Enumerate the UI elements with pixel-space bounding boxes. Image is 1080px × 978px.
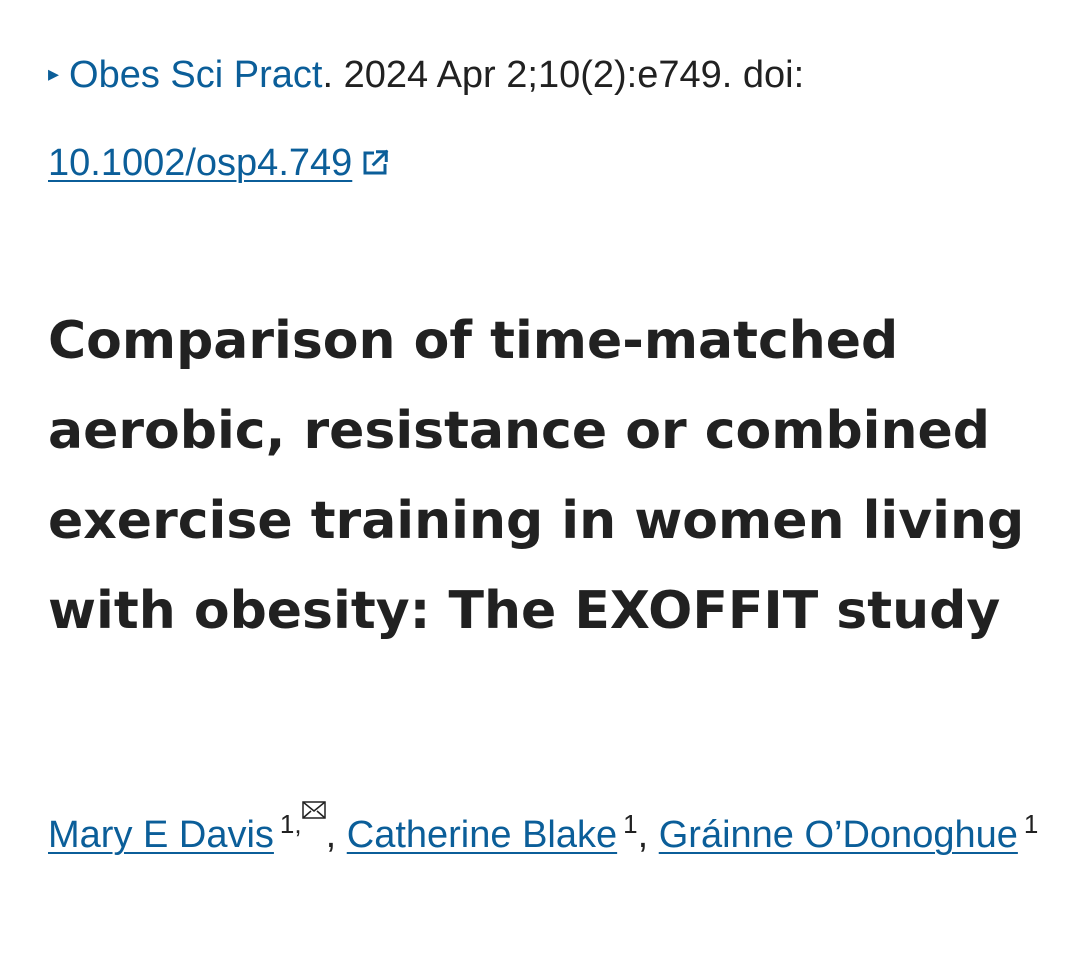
envelope-icon[interactable] bbox=[301, 801, 326, 819]
citation-details: . 2024 Apr 2;10(2):e749. doi: bbox=[322, 54, 805, 96]
journal-link[interactable]: Obes Sci Pract bbox=[69, 54, 323, 96]
external-link-icon[interactable] bbox=[360, 148, 390, 178]
author-separator: , bbox=[325, 814, 337, 856]
article-title: Comparison of time-matched aerobic, resi… bbox=[48, 311, 1025, 641]
author-separator: , bbox=[637, 814, 649, 856]
expand-triangle-icon[interactable]: ▸ bbox=[48, 61, 60, 86]
author-link[interactable]: Mary E Davis bbox=[48, 814, 274, 856]
author-list: Mary E Davis 1,, Catherine Blake 1, Gráinn… bbox=[48, 790, 1048, 880]
doi-link[interactable]: 10.1002/osp4.749 bbox=[48, 142, 353, 184]
author-affiliation: 1 bbox=[623, 809, 638, 839]
author-link[interactable]: Catherine Blake bbox=[346, 814, 618, 856]
author-link[interactable]: Gráinne O’Donoghue bbox=[658, 814, 1018, 856]
author-affiliation: 1 bbox=[1023, 809, 1039, 839]
citation: ▸ Obes Sci Pract. 2024 Apr 2;10(2):e749. … bbox=[48, 30, 1048, 207]
author-affiliation: 1, bbox=[280, 801, 326, 839]
